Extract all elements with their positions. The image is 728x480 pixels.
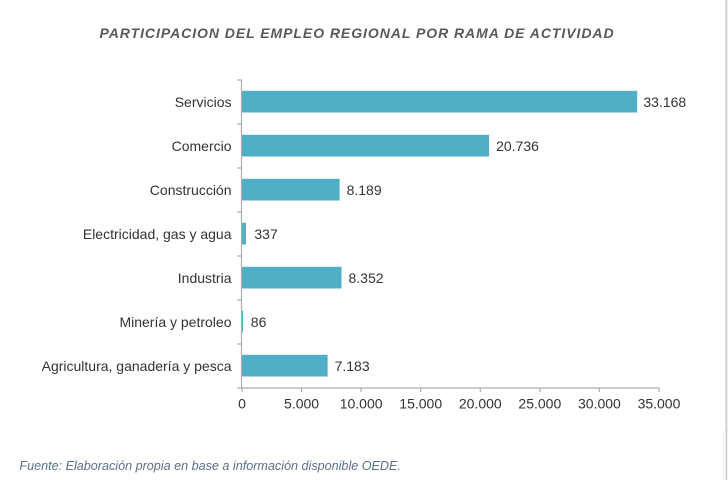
svg-text:Electricidad, gas y agua: Electricidad, gas y agua xyxy=(83,226,232,242)
svg-text:Servicios: Servicios xyxy=(175,94,232,110)
svg-text:Fuente: Elaboración propia en: Fuente: Elaboración propia en base a inf… xyxy=(19,459,401,473)
svg-text:15.000: 15.000 xyxy=(399,396,442,412)
svg-text:Agricultura, ganadería y pesca: Agricultura, ganadería y pesca xyxy=(42,358,232,374)
svg-text:86: 86 xyxy=(251,314,267,330)
svg-text:20.736: 20.736 xyxy=(496,138,539,154)
svg-text:Construcción: Construcción xyxy=(150,182,232,198)
svg-text:20.000: 20.000 xyxy=(459,396,502,412)
svg-text:7.183: 7.183 xyxy=(335,358,370,374)
svg-text:0: 0 xyxy=(238,396,246,412)
svg-text:Comercio: Comercio xyxy=(172,138,232,154)
svg-text:10.000: 10.000 xyxy=(340,396,383,412)
svg-text:Industria: Industria xyxy=(178,270,232,286)
svg-text:33.168: 33.168 xyxy=(643,94,686,110)
svg-text:5.000: 5.000 xyxy=(284,396,319,412)
svg-text:Minería y petroleo: Minería y petroleo xyxy=(119,314,231,330)
svg-text:25.000: 25.000 xyxy=(518,396,561,412)
svg-text:337: 337 xyxy=(254,226,278,242)
svg-text:30.000: 30.000 xyxy=(578,396,621,412)
svg-text:PARTICIPACION DEL EMPLEO REGIO: PARTICIPACION DEL EMPLEO REGIONAL POR RA… xyxy=(99,25,614,41)
svg-text:35.000: 35.000 xyxy=(638,396,681,412)
svg-text:8.189: 8.189 xyxy=(347,182,382,198)
svg-text:8.352: 8.352 xyxy=(349,270,384,286)
